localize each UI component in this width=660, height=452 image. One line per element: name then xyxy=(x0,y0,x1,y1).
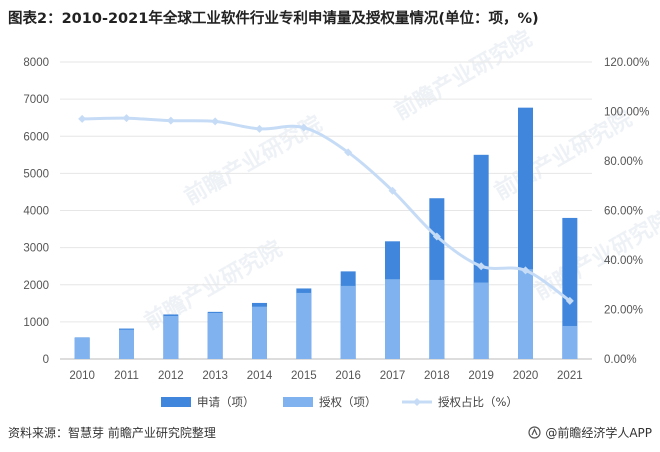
y-left-tick-label: 7000 xyxy=(23,94,49,106)
y-right-tick-label: 40.00% xyxy=(604,255,643,267)
legend-label: 申请（项） xyxy=(197,395,255,409)
y-left-tick-label: 8000 xyxy=(23,57,49,69)
brand-credit: @前瞻经济学人APP xyxy=(528,424,652,441)
y-right-tick-label: 0.00% xyxy=(604,354,637,366)
bar-grant xyxy=(429,279,445,359)
x-tick-label: 2011 xyxy=(114,370,139,382)
legend-swatch xyxy=(161,397,191,407)
y-left-tick-label: 6000 xyxy=(23,131,49,143)
bar-grant xyxy=(119,329,134,359)
x-tick-label: 2021 xyxy=(557,370,583,382)
bar-grant xyxy=(252,306,267,359)
x-tick-label: 2014 xyxy=(247,370,273,382)
y-left-tick-label: 1000 xyxy=(23,317,49,329)
bar-grant xyxy=(296,292,312,359)
ratio-point xyxy=(565,296,574,305)
ratio-point xyxy=(255,124,264,133)
x-tick-label: 2012 xyxy=(158,370,184,382)
x-tick-label: 2015 xyxy=(291,370,317,382)
source-note: 资料来源：智慧芽 前瞻产业研究院整理 xyxy=(8,426,216,440)
x-tick-label: 2013 xyxy=(202,370,228,382)
watermark-text: 前瞻产业研究院 xyxy=(390,26,536,126)
y-right-tick-label: 100.00% xyxy=(604,107,649,119)
ratio-point xyxy=(477,262,486,271)
brand-label: @前瞻经济学人APP xyxy=(545,426,652,440)
ratio-point xyxy=(166,116,175,125)
axes: 0 1000 2000 3000 4000 5000 6000 7000 8000 0.00% 20… xyxy=(23,57,649,382)
ratio-point xyxy=(521,266,530,275)
bar-series xyxy=(74,107,578,359)
legend-swatch xyxy=(283,397,313,407)
y-right-tick-label: 120.00% xyxy=(604,57,649,69)
ratio-line-series xyxy=(78,114,574,305)
legend: 申请（项） 授权（项） 授权占比（%） xyxy=(161,395,518,409)
ratio-point xyxy=(344,148,353,157)
bar-grant xyxy=(74,337,90,359)
legend-marker xyxy=(413,398,421,406)
bar-grant xyxy=(473,282,489,359)
brand-logo-icon xyxy=(528,426,541,439)
x-tick-label: 2016 xyxy=(335,370,361,382)
ratio-point xyxy=(432,232,441,241)
y-right-tick-label: 20.00% xyxy=(604,305,643,317)
x-tick-label: 2017 xyxy=(380,370,406,382)
bar-grant xyxy=(340,285,356,359)
ratio-point xyxy=(299,123,308,132)
y-left-tick-label: 2000 xyxy=(23,280,49,292)
bar-grant xyxy=(385,279,400,359)
ratio-line xyxy=(82,116,571,303)
x-tick-label: 2018 xyxy=(424,370,450,382)
ratio-point xyxy=(78,114,87,123)
bar-grant xyxy=(207,312,223,359)
x-tick-label: 2020 xyxy=(513,370,539,382)
legend-label: 授权占比（%） xyxy=(438,395,518,409)
y-left-tick-label: 0 xyxy=(43,354,49,366)
y-right-tick-label: 60.00% xyxy=(604,206,643,218)
ratio-point xyxy=(388,186,397,195)
bar-grant xyxy=(163,315,179,359)
x-tick-label: 2010 xyxy=(69,370,95,382)
chart-title: 图表2：2010-2021年全球工业软件行业专利申请量及授权量情况(单位：项，%… xyxy=(8,11,539,27)
bar-grant xyxy=(562,325,578,359)
y-left-tick-label: 3000 xyxy=(23,243,49,255)
ratio-point xyxy=(122,114,131,123)
y-left-tick-label: 4000 xyxy=(23,206,49,218)
footer: 资料来源：智慧芽 前瞻产业研究院整理 @前瞻经济学人APP xyxy=(8,424,652,441)
legend-label: 授权（项） xyxy=(319,395,377,409)
x-tick-label: 2019 xyxy=(468,370,494,382)
bar-grant xyxy=(518,269,533,359)
bar-apply xyxy=(562,217,578,359)
y-right-tick-label: 80.00% xyxy=(604,156,643,168)
y-left-tick-label: 5000 xyxy=(23,168,49,180)
gridlines xyxy=(60,61,592,360)
ratio-point xyxy=(211,117,220,126)
